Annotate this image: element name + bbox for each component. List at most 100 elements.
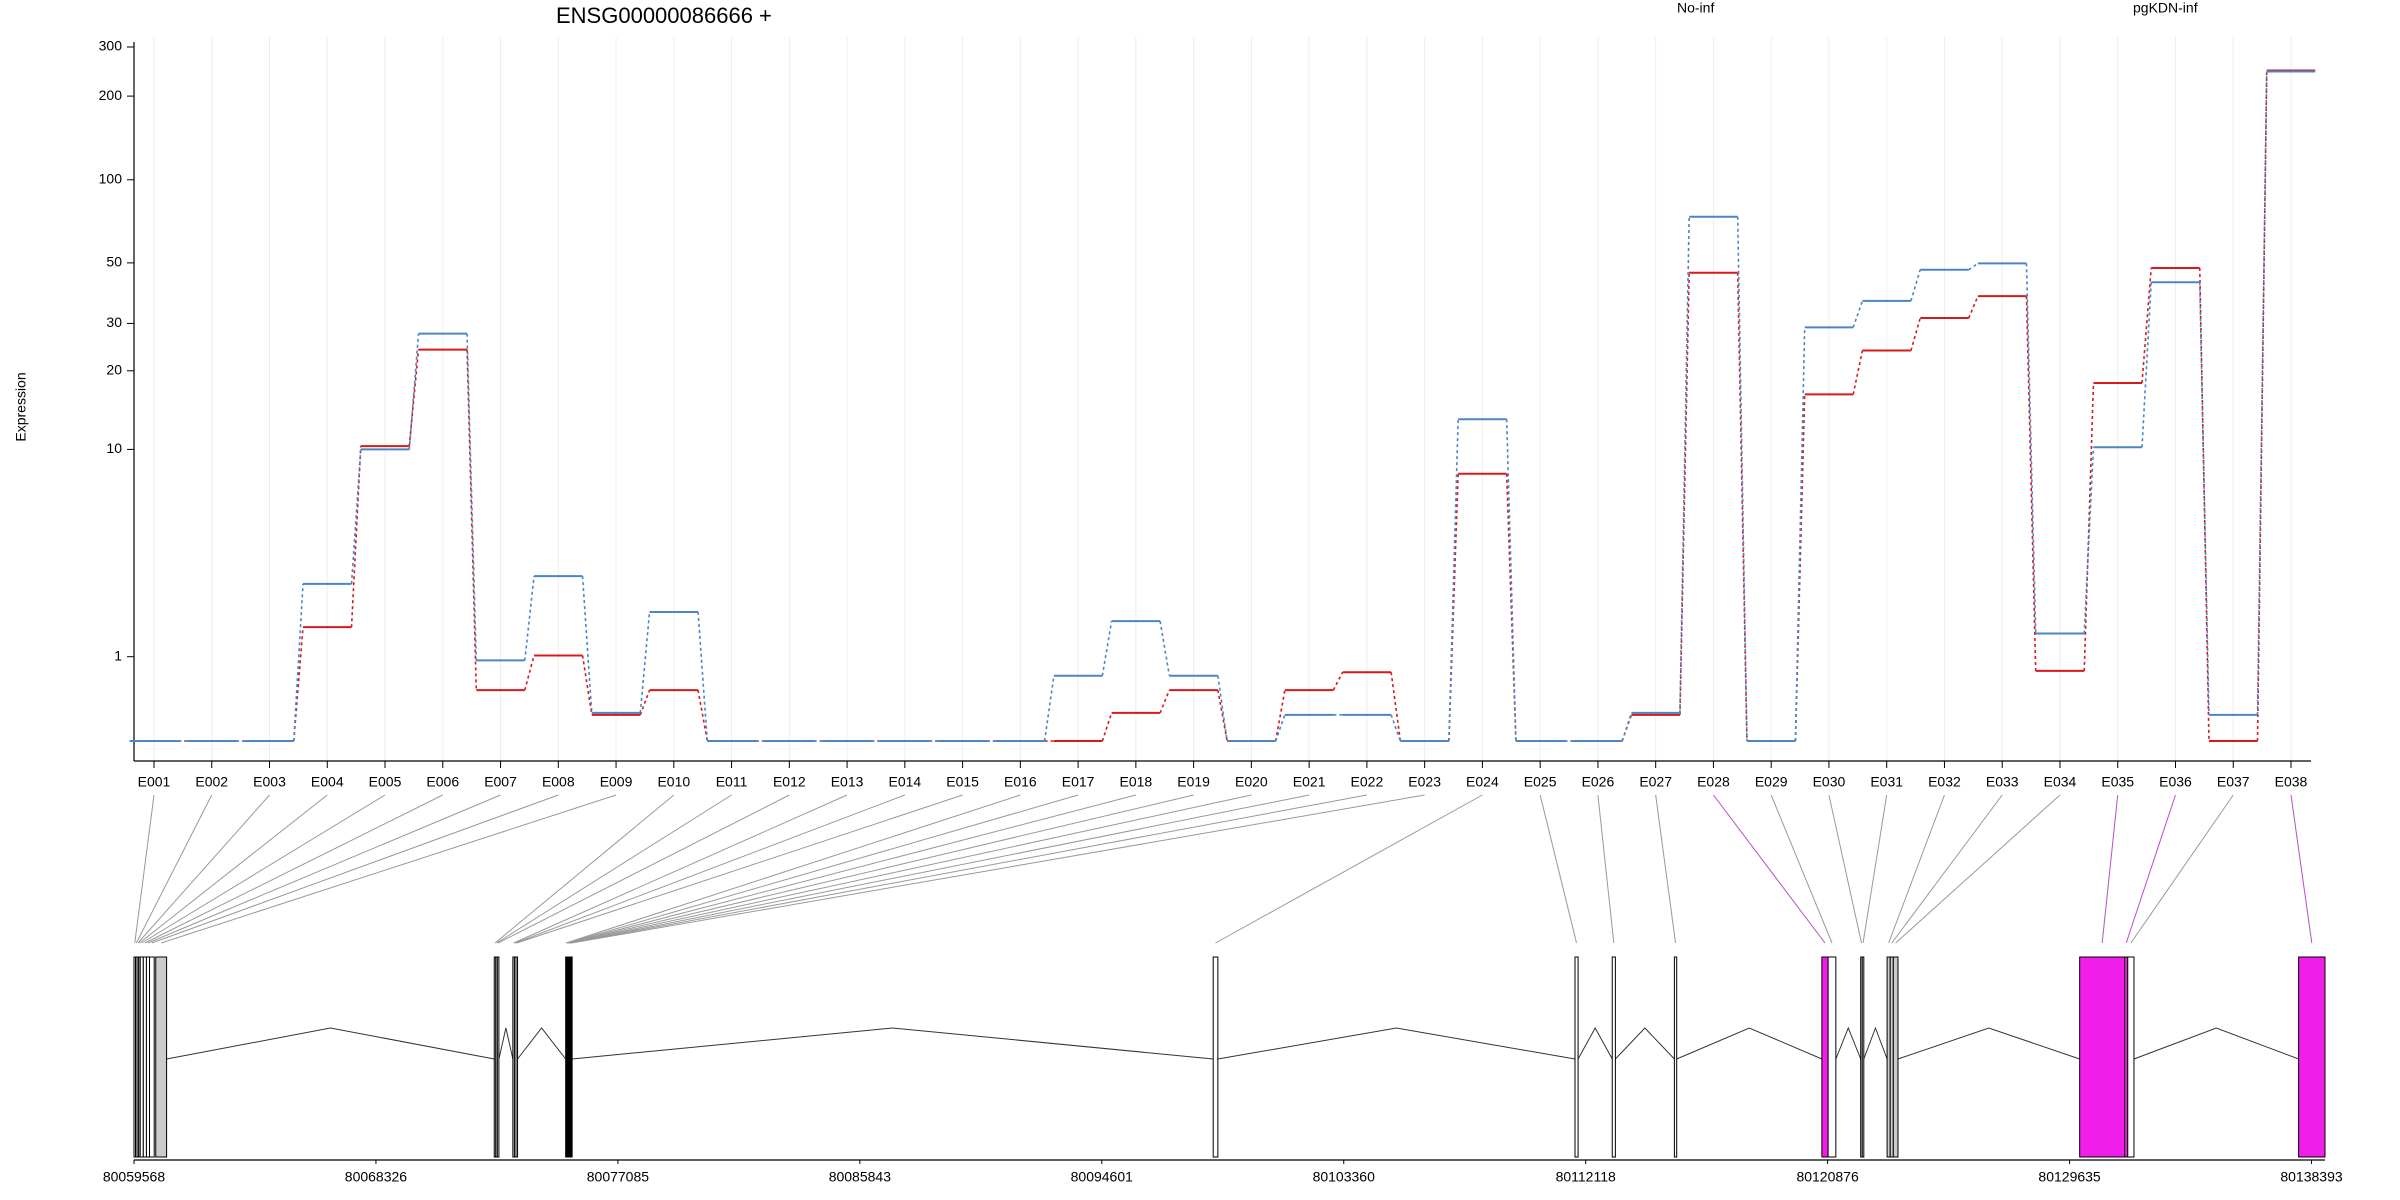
step-connector [1679,272,1690,715]
exon-connector [497,794,790,944]
intron [498,1027,514,1060]
step-connector [2256,70,2268,742]
step-connector [1794,327,1806,742]
step-connector [2025,263,2037,634]
x-tick-label: E035 [2101,774,2134,790]
intron [1217,1027,1576,1060]
step-connector [1274,689,1286,742]
exon [2298,956,2326,1158]
exon [1673,956,1678,1158]
y-tick-label: 10 [106,440,122,456]
x-tick-label: E013 [831,774,864,790]
genome-tick-label: 80059568 [103,1169,166,1185]
exon [570,956,573,1158]
step-connector [2141,267,2153,384]
x-tick-label: E022 [1351,774,1384,790]
exon-connector [1713,794,1826,944]
y-tick-label: 300 [99,38,123,54]
exon-connector [570,794,1367,944]
x-tick-label: E018 [1120,774,1153,790]
x-tick-label: E037 [2217,774,2250,790]
exon-connector [147,794,501,944]
exon [515,956,519,1158]
x-tick-label: E029 [1755,774,1788,790]
intron [166,1027,495,1060]
step-connector [1159,620,1171,676]
exon-connector [567,794,1136,944]
exon-connector [134,794,155,944]
step-connector [1332,671,1344,691]
step-connector [1043,675,1055,742]
step-connector [697,611,709,742]
exon-connector [1215,794,1483,944]
x-tick-label: E024 [1466,774,1499,790]
x-tick-label: E006 [426,774,459,790]
exon [2079,956,2126,1158]
exon [1212,956,1219,1158]
x-tick-label: E011 [716,774,748,790]
y-tick-label: 30 [106,314,122,330]
step-connector [1852,350,1864,395]
exon-connector [1895,794,2061,944]
exon [149,956,155,1158]
y-tick-label: 50 [106,254,122,270]
exon-connector [568,794,1194,944]
genome-tick-label: 80094601 [1071,1169,1134,1185]
x-tick-label: E020 [1235,774,1268,790]
x-tick-label: E015 [946,774,979,790]
exon [2127,956,2135,1158]
exon-connector [1862,794,1888,944]
genome-tick-label: 80103360 [1313,1169,1376,1185]
exon-connector [2290,794,2313,944]
x-tick-label: E028 [1697,774,1730,790]
exon-connector [144,794,444,944]
step-connector [1968,262,1979,271]
step-connector [581,576,593,713]
x-tick-label: E025 [1524,774,1557,790]
x-tick-label: E030 [1813,774,1846,790]
exon-connector [1655,794,1677,944]
step-connector [1274,714,1286,742]
legend-label: No-inf [1677,0,1714,16]
step-connector [524,655,535,691]
exon [1827,956,1837,1158]
exon-connector [1828,794,1862,944]
x-tick-label: E021 [1293,774,1326,790]
exon-connector [1888,794,1945,944]
exon-connector [1539,794,1578,944]
intron [1897,1027,2080,1060]
exon-connector [569,794,1252,944]
step-connector [581,655,593,715]
step-connector [1852,300,1864,328]
exon-connector [569,794,1310,944]
genome-tick-label: 80068326 [345,1169,408,1185]
x-tick-label: E023 [1408,774,1441,790]
x-tick-label: E033 [1986,774,2019,790]
exon-connector [137,794,270,944]
step-connector [1679,216,1690,713]
chart-title: ENSG00000086666 + [556,3,772,28]
y-axis-label: Expression [13,372,29,441]
intron [1577,1026,1613,1060]
step-connector [350,449,362,584]
step-connector [1390,714,1402,742]
genome-tick-label: 80085843 [829,1169,892,1185]
exon [1611,956,1616,1158]
step-connector [1910,269,1921,302]
exon [1821,956,1829,1158]
exon-connector [2101,794,2119,944]
exon-connector [1891,794,2003,944]
step-connector [1967,295,1979,319]
step-connector [2256,71,2268,715]
exon-connector [139,794,328,944]
y-tick-label: 1 [114,647,122,663]
x-tick-label: E001 [138,774,171,790]
x-tick-label: E026 [1582,774,1615,790]
exon-connector [516,794,963,944]
exon-connector [1597,794,1615,944]
x-tick-label: E002 [195,774,228,790]
exon-connector [566,794,1079,944]
exon-connector [2125,794,2176,944]
exon [155,956,168,1158]
